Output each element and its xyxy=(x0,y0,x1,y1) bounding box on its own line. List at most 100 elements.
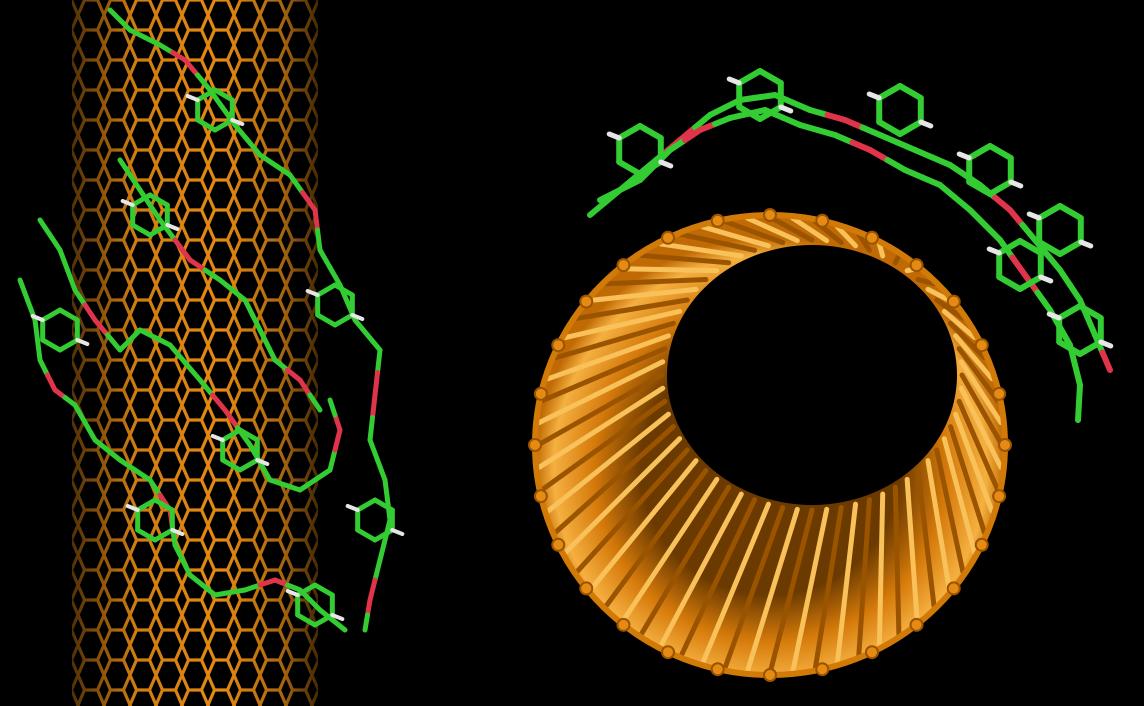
ring-bond xyxy=(220,427,243,443)
wall-bond xyxy=(876,241,886,259)
ring-bond xyxy=(57,337,80,353)
ring-bond xyxy=(1057,203,1084,221)
ring-bond xyxy=(987,143,1014,161)
wall-bond xyxy=(915,277,937,287)
bond xyxy=(172,542,185,563)
bond xyxy=(317,247,333,270)
bond xyxy=(929,154,953,168)
wall-bond xyxy=(948,320,987,361)
nanotube-rim-atoms xyxy=(528,208,1012,682)
rim-atom xyxy=(815,662,830,677)
bond xyxy=(105,332,123,353)
wall-bond xyxy=(722,504,786,672)
bond xyxy=(187,572,205,588)
ring-bond xyxy=(355,497,378,513)
hydrogen-bond xyxy=(1008,179,1024,189)
rim-atom xyxy=(909,258,924,273)
bond xyxy=(919,174,943,188)
bond xyxy=(202,267,223,283)
hydrogen-bond xyxy=(1026,211,1042,221)
wall-bond xyxy=(834,224,859,249)
bond xyxy=(365,332,383,353)
wall-bond xyxy=(953,333,995,382)
wall-bond xyxy=(545,333,671,382)
bond xyxy=(227,587,248,595)
bond xyxy=(1019,222,1038,243)
bond xyxy=(849,139,873,153)
wall-bond xyxy=(678,497,758,659)
wall-bond xyxy=(588,458,699,593)
wall-bond xyxy=(553,320,676,361)
hydrogen-bond xyxy=(185,94,200,102)
bond xyxy=(365,597,373,618)
ring-bond xyxy=(40,337,63,353)
ring-bond xyxy=(897,119,924,137)
ring-bond xyxy=(237,457,260,473)
rim-atom xyxy=(864,645,879,660)
bond xyxy=(72,402,88,425)
bond xyxy=(32,317,40,343)
bond xyxy=(257,327,270,348)
bond xyxy=(300,190,318,213)
bond xyxy=(789,99,813,113)
bond xyxy=(212,590,233,598)
hydrogen-bond xyxy=(255,458,270,466)
bond xyxy=(315,227,323,253)
end-on-nanotube xyxy=(528,208,1012,682)
bond xyxy=(37,217,53,238)
wall-bond xyxy=(722,218,786,246)
ring-bond xyxy=(152,497,175,513)
wall-bond xyxy=(539,346,668,404)
bond xyxy=(127,27,148,40)
rim-atom xyxy=(946,581,961,596)
ring-bond xyxy=(372,497,395,513)
ring-bond xyxy=(966,179,993,197)
side-view-nanotube xyxy=(72,0,318,706)
bond xyxy=(617,177,643,193)
wall-bond xyxy=(658,241,744,259)
ring-bond xyxy=(637,159,664,177)
wall-bond xyxy=(958,385,1004,470)
hydrogen-bond xyxy=(1078,239,1094,249)
bond xyxy=(265,342,278,363)
wall-bond xyxy=(539,398,668,492)
bond xyxy=(287,172,305,195)
ring-bond xyxy=(1036,203,1063,221)
bond xyxy=(372,370,380,398)
ring-bond xyxy=(1077,339,1104,357)
nanotube-bore xyxy=(667,245,957,505)
hydrogen-bond xyxy=(726,76,742,86)
wall-bond xyxy=(956,346,1001,404)
bond xyxy=(1084,314,1098,338)
wall-bond xyxy=(700,501,771,666)
rim-atom xyxy=(528,438,542,452)
ring-bond xyxy=(295,582,318,598)
bond xyxy=(867,147,891,163)
bond xyxy=(117,457,138,473)
bond xyxy=(182,360,203,383)
ring-bond xyxy=(130,222,153,238)
wall-bond xyxy=(959,372,1005,448)
rim-atom xyxy=(992,386,1007,401)
wall-bond xyxy=(934,447,966,575)
wall-bond xyxy=(948,424,987,535)
rim-atom xyxy=(974,537,989,552)
ring-bond xyxy=(897,83,924,101)
ring-bond xyxy=(312,582,335,598)
wall-bond xyxy=(700,224,771,249)
bond xyxy=(877,132,901,146)
wall-bond xyxy=(856,497,872,659)
ring-bond xyxy=(135,497,158,513)
ring-bond xyxy=(212,117,235,133)
bond xyxy=(35,337,43,363)
ring-bond xyxy=(987,179,1014,197)
wall-bond xyxy=(638,484,732,638)
bond xyxy=(1099,349,1113,373)
ring-bond xyxy=(152,527,175,543)
bond xyxy=(992,194,1013,213)
wall-bond xyxy=(658,491,744,649)
bond xyxy=(272,162,293,178)
ring-bond xyxy=(312,612,335,628)
rim-atom xyxy=(551,338,566,353)
ring-bond xyxy=(147,192,170,208)
